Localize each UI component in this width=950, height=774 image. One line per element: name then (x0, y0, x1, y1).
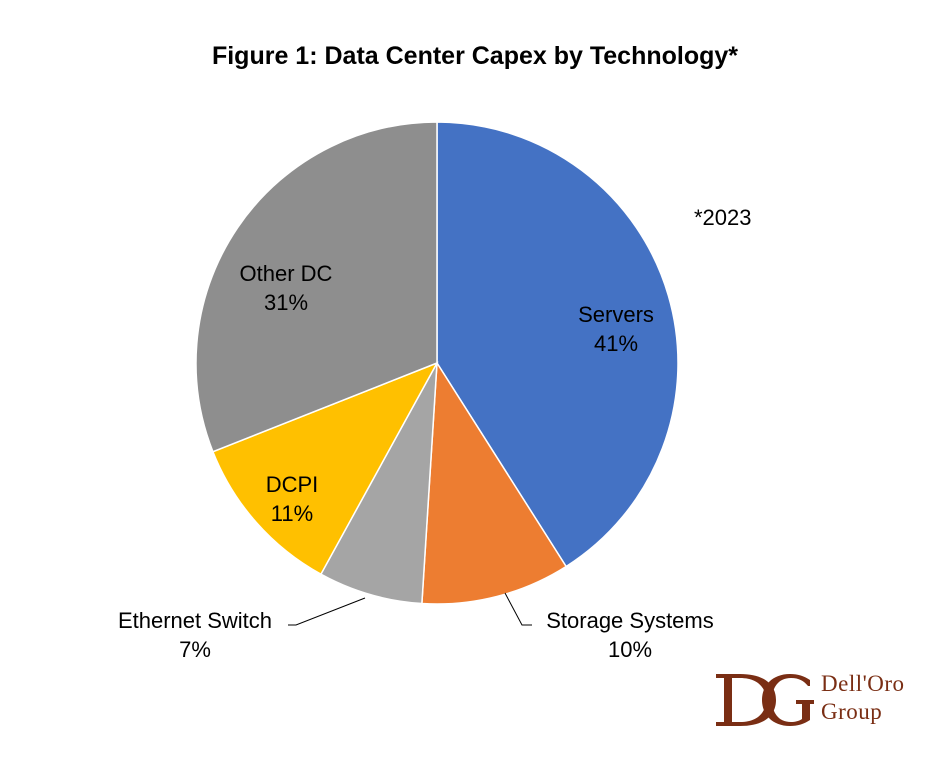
dell-oro-group-logo (716, 674, 814, 726)
leader-line-storage-systems (504, 592, 532, 626)
logo-line-1: Dell'Oro (821, 671, 905, 696)
slice-label-servers: Servers 41% (578, 302, 654, 356)
slice-label-dcpi: DCPI 11% (266, 472, 319, 526)
logo-line-2: Group (821, 699, 883, 724)
slice-label-other-dc: Other DC 31% (240, 261, 333, 315)
pie-slice-ethernet-switch (319, 362, 438, 605)
pie-slice-other-dc (195, 121, 438, 453)
pie-slice-servers (436, 121, 679, 568)
slice-label-storage-systems: Storage Systems 10% (546, 608, 714, 662)
slice-label-ethernet-switch: Ethernet Switch 7% (118, 608, 272, 662)
chart-title: Figure 1: Data Center Capex by Technolog… (211, 42, 739, 70)
logo-wordmark: Dell'Oro Group (821, 670, 905, 726)
pie-slice-dcpi (211, 361, 439, 576)
pie-slice-storage-systems (421, 360, 568, 605)
leader-line-ethernet-switch (288, 597, 366, 626)
chart-footnote: *2023 (694, 205, 752, 230)
logo-monogram (716, 674, 814, 726)
